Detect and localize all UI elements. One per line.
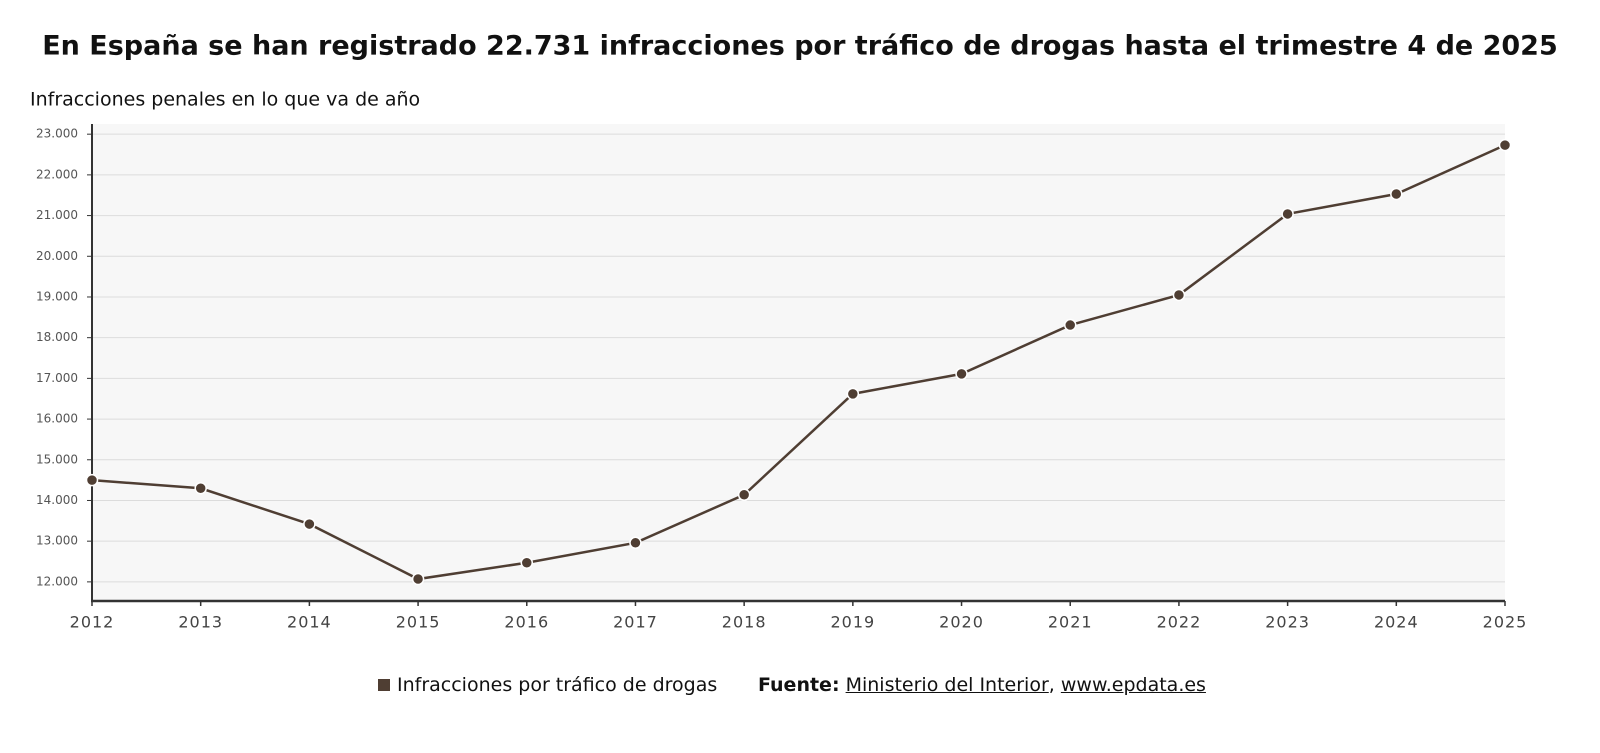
x-tick-label: 2021 bbox=[1048, 613, 1093, 632]
y-tick-label: 21.000 bbox=[36, 208, 78, 222]
legend-swatch bbox=[378, 679, 390, 691]
point bbox=[737, 488, 751, 502]
point bbox=[1498, 138, 1512, 152]
y-tick-label: 15.000 bbox=[36, 452, 78, 466]
y-tick-label: 17.000 bbox=[36, 371, 78, 385]
point bbox=[1172, 288, 1186, 302]
y-tick-label: 23.000 bbox=[36, 127, 78, 141]
x-tick-label: 2016 bbox=[504, 613, 549, 632]
x-tick-label: 2018 bbox=[722, 613, 767, 632]
x-tick-label: 2022 bbox=[1157, 613, 1202, 632]
y-tick-label: 13.000 bbox=[36, 534, 78, 548]
y-tick-label: 19.000 bbox=[36, 289, 78, 303]
x-tick-label: 2024 bbox=[1374, 613, 1419, 632]
x-tick-label: 2019 bbox=[830, 613, 875, 632]
x-tick-label: 2014 bbox=[287, 613, 332, 632]
source-link[interactable]: www.epdata.es bbox=[1060, 674, 1206, 696]
x-tick-label: 2017 bbox=[613, 613, 658, 632]
chart: En España se han registrado 22.731 infra… bbox=[30, 31, 1558, 632]
point bbox=[194, 482, 207, 495]
point bbox=[955, 367, 968, 381]
point bbox=[85, 473, 99, 487]
source-separator: , bbox=[1048, 674, 1055, 696]
line bbox=[91, 143, 1506, 581]
y-tick-label: 14.000 bbox=[36, 493, 78, 507]
point bbox=[629, 536, 642, 550]
y-tick-label: 20.000 bbox=[36, 249, 78, 263]
legend: Infracciones por tráfico de drogas bbox=[378, 674, 717, 696]
y-tick-label: 22.000 bbox=[36, 167, 78, 181]
y-tick-label: 18.000 bbox=[36, 330, 78, 344]
x-tick-label: 2012 bbox=[70, 613, 115, 632]
legend-label: Infracciones por tráfico de drogas bbox=[397, 674, 718, 696]
x-tick-label: 2013 bbox=[178, 613, 223, 632]
point bbox=[303, 517, 316, 531]
y-axis-label: Infracciones penales en lo que va de año bbox=[30, 89, 420, 111]
footer: Infracciones por tráfico de drogas Fuent… bbox=[0, 670, 1600, 706]
chart-title: En España se han registrado 22.731 infra… bbox=[42, 31, 1558, 62]
plot-background bbox=[92, 124, 1505, 601]
x-tick-label: 2023 bbox=[1265, 613, 1310, 632]
x-tick-label: 2020 bbox=[939, 613, 984, 632]
y-tick-label: 12.000 bbox=[36, 574, 78, 588]
point bbox=[846, 387, 860, 401]
point bbox=[411, 572, 425, 586]
point bbox=[1063, 318, 1077, 332]
x-tick-label: 2015 bbox=[396, 613, 441, 632]
source: Fuente: Ministerio del Interior, www.epd… bbox=[758, 674, 1206, 696]
x-tick-label: 2025 bbox=[1483, 613, 1528, 632]
y-tick-label: 16.000 bbox=[36, 412, 78, 426]
point bbox=[1390, 187, 1403, 201]
source-link[interactable]: Ministerio del Interior bbox=[845, 674, 1049, 696]
point bbox=[1281, 207, 1294, 221]
source-label: Fuente: bbox=[758, 674, 840, 696]
point bbox=[520, 556, 534, 569]
